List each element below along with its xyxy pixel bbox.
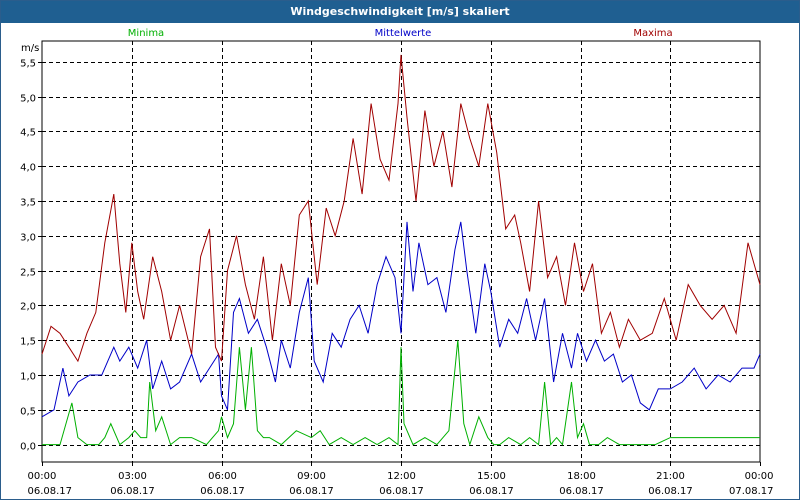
x-tick-time-label: 06:00 xyxy=(208,471,237,482)
y-tick-label: 2,0 xyxy=(20,302,36,313)
y-tick-label: 4,5 xyxy=(20,128,36,139)
x-axis-ticks: 00:00 06.08.17 03:00 06.08.17 06:00 06.08.17 0… xyxy=(28,462,774,497)
series-line-mittelwerte xyxy=(41,221,761,418)
x-tick-time-label: 03:00 xyxy=(118,471,147,482)
legend: Minima Mittelwerte Maxima xyxy=(128,28,673,39)
series-lines xyxy=(41,54,761,447)
y-tick-label: 5,5 xyxy=(20,59,36,70)
x-tick-date-label: 06.08.17 xyxy=(110,486,155,497)
y-tick-label: 0,5 xyxy=(20,407,36,418)
x-tick-time-label: 18:00 xyxy=(567,471,596,482)
y-tick-label: 3,0 xyxy=(20,233,36,244)
x-tick-date-label: 06.08.17 xyxy=(469,486,514,497)
legend-maxima: Maxima xyxy=(633,28,672,39)
x-tick-time-label: 15:00 xyxy=(477,471,506,482)
x-tick-date-label: 06.08.17 xyxy=(200,486,245,497)
x-tick-time-label: 21:00 xyxy=(656,471,685,482)
y-axis-ticks: 0,0 0,5 1,0 1,5 2,0 2,5 3,0 3,5 4,0 4,5 5,0 5,5 xyxy=(20,59,42,453)
y-tick-label: 0,0 xyxy=(20,442,36,453)
series-line-maxima xyxy=(41,54,761,363)
y-tick-label: 3,5 xyxy=(20,198,36,209)
window-title: Windgeschwindigkeit [m/s] skaliert xyxy=(1,1,799,23)
x-tick-date-label: 07.08.17 xyxy=(729,486,774,497)
legend-mittelwerte: Mittelwerte xyxy=(375,28,432,39)
x-tick-time-label: 00:00 xyxy=(745,471,774,482)
x-tick-date-label: 06.08.17 xyxy=(289,486,334,497)
x-tick-date-label: 06.08.17 xyxy=(379,486,424,497)
legend-minima: Minima xyxy=(128,28,164,39)
y-tick-label: 4,0 xyxy=(20,163,36,174)
x-tick-time-label: 00:00 xyxy=(28,471,57,482)
x-tick-date-label: 06.08.17 xyxy=(648,486,693,497)
x-tick-time-label: 09:00 xyxy=(297,471,326,482)
y-tick-label: 2,5 xyxy=(20,268,36,279)
y-tick-label: 1,0 xyxy=(20,372,36,383)
y-tick-label: 5,0 xyxy=(20,94,36,105)
y-tick-label: 1,5 xyxy=(20,337,36,348)
series-line-minima xyxy=(42,340,760,447)
x-tick-date-label: 06.08.17 xyxy=(28,486,73,497)
grid-lines xyxy=(42,41,760,462)
x-tick-date-label: 06.08.17 xyxy=(559,486,604,497)
x-tick-time-label: 12:00 xyxy=(387,471,416,482)
y-axis-label: m/s xyxy=(21,43,39,54)
